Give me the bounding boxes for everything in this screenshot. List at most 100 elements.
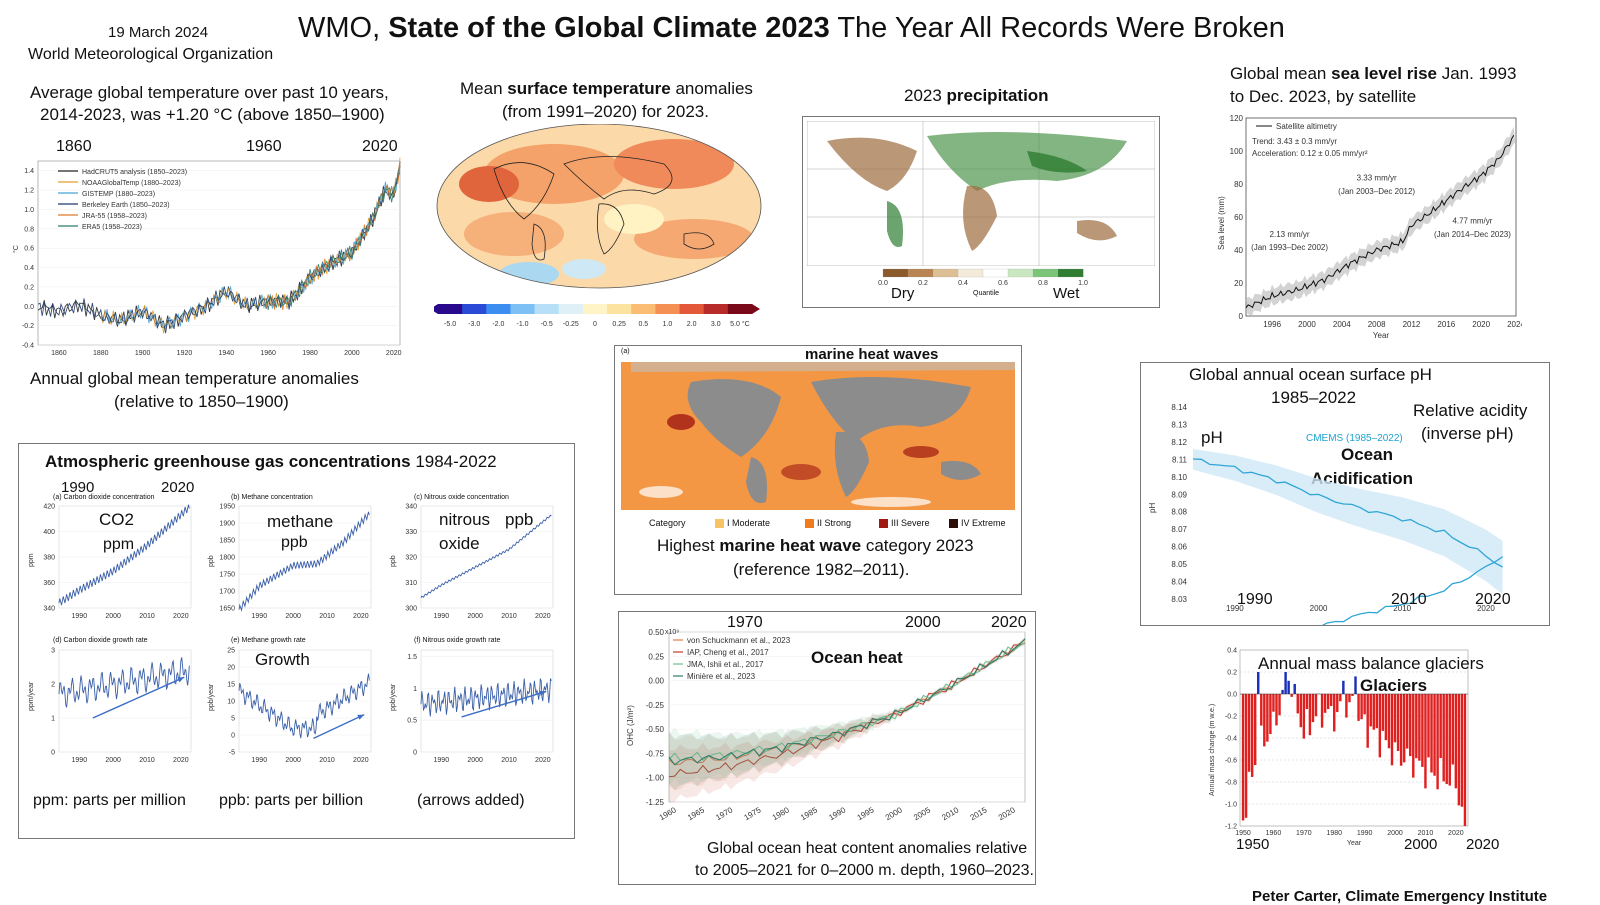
glacier-y-label: Annual mass change (m w.e.)	[1209, 704, 1216, 796]
ghg-x-tick: 2010	[319, 613, 335, 620]
glacier-bar	[1333, 694, 1335, 731]
colorbar-cell	[438, 304, 462, 314]
ghg-x-tick: 2020	[535, 757, 551, 764]
colorbar-cell	[655, 304, 679, 314]
glacier-x-tick: 1990	[1357, 830, 1373, 837]
colorbar-cell	[535, 304, 559, 314]
sea-x-tick: 2012	[1403, 320, 1421, 329]
footnote-ppb: ppb: parts per billion	[219, 792, 363, 810]
marine-title: marine heat waves	[805, 346, 938, 363]
ghg-x-tick: 2000	[105, 613, 121, 620]
ghg-y-tick: 400	[43, 529, 55, 536]
colorbar-tick: 0.25	[612, 321, 626, 328]
glacier-y-tick: 0.4	[1227, 648, 1237, 655]
ohc-legend-label: Minière et al., 2023	[687, 672, 756, 681]
marine-caption-1: Highest marine heat wave category 2023	[657, 536, 974, 556]
organization-name: World Meteorological Organization	[28, 46, 273, 64]
colorbar-cell	[510, 304, 534, 314]
colorbar-tick: -1.0	[517, 321, 529, 328]
ph-y-tick: 8.14	[1171, 403, 1187, 412]
glacier-bar	[1394, 694, 1396, 742]
temp-year-1960: 1960	[246, 138, 282, 156]
colorbar-cell	[583, 304, 607, 314]
sea-legend-label: Satellite altimetry	[1276, 122, 1337, 131]
glacier-bar	[1324, 694, 1326, 713]
glacier-bar	[1461, 694, 1463, 807]
ph-x-tick: 2000	[1310, 604, 1328, 613]
glacier-bar	[1427, 694, 1429, 757]
colorbar-tick: 0	[593, 321, 597, 328]
ohc-y-tick: 0.50	[648, 628, 664, 637]
colorbar-cell	[607, 304, 631, 314]
glacier-x-tick: 1970	[1296, 830, 1312, 837]
glacier-bar	[1436, 694, 1438, 789]
marine-heatwave-panel: (a) marine heat waves Category I Moderat…	[614, 345, 1022, 595]
marine-cap-post: category 2023	[861, 536, 973, 555]
temp-year-1860: 1860	[56, 138, 92, 156]
sea-rate-2: 3.33 mm/yr	[1357, 174, 1397, 183]
glacier-bar	[1297, 694, 1299, 713]
temp-legend-label: JRA-55 (1958–2023)	[82, 213, 147, 220]
ghg-y-tick: 1700	[219, 589, 235, 596]
ph-y-label: pH	[1148, 503, 1157, 513]
growth-label: Growth	[255, 650, 310, 670]
ghg-y-label: ppb	[208, 555, 215, 567]
marine-panel-tag: (a)	[621, 348, 630, 355]
oxide-label: oxide	[439, 534, 480, 554]
ghg-y-tick: 1650	[219, 606, 235, 613]
ph-y-tick: 8.07	[1171, 525, 1187, 534]
temp-caption-2: 2014-2023, was +1.20 °C (above 1850–1900…	[40, 105, 385, 125]
glacier-bar	[1290, 694, 1292, 697]
ghg-y-label: ppm	[28, 553, 35, 567]
glacier-bar	[1294, 684, 1296, 694]
temp-x-tick: 1920	[177, 350, 193, 357]
ohc-title: Ocean heat	[811, 648, 903, 668]
sub-e-label: (e) Methane growth rate	[231, 637, 306, 644]
ghg-y-tick: 3	[51, 648, 55, 655]
ph-y-tick: 8.03	[1171, 595, 1187, 604]
precip-colorbar-tick: 0.0	[878, 280, 888, 287]
ghg-y-tick: 0	[231, 733, 235, 740]
ghg-y-tick: 20	[227, 665, 235, 672]
temp-x-tick: 1960	[260, 350, 276, 357]
marine-cap-bold: marine heat wave	[719, 536, 861, 555]
temp-below-2: (relative to 1850–1900)	[114, 392, 289, 412]
ph-year-1990: 1990	[1237, 591, 1273, 609]
sea-y-tick: 0	[1239, 312, 1244, 321]
ph-y-tick: 8.08	[1171, 508, 1187, 517]
ghg-title-bold: Atmospheric greenhouse gas concentration…	[45, 452, 411, 471]
ph-year-2010: 2010	[1391, 591, 1427, 609]
cat-moderate-swatch	[715, 519, 724, 528]
colorbar-right-arrow	[752, 304, 760, 314]
ghg-x-tick: 2020	[535, 613, 551, 620]
ghg-y-tick: 25	[227, 648, 235, 655]
ghg-y-tick: 10	[227, 699, 235, 706]
ohc-x-tick: 1975	[743, 805, 763, 822]
glacier-bar	[1391, 694, 1393, 765]
ghg-y-tick: 2	[51, 682, 55, 689]
glacier-bar	[1303, 694, 1305, 739]
cat-strong-swatch	[805, 519, 814, 528]
ohc-x-tick: 1965	[686, 805, 706, 822]
temp-y-label: °C	[12, 245, 20, 253]
colorbar-tick: 2.0	[687, 321, 697, 328]
ghg-y-label: ppb	[390, 555, 397, 567]
cat-moderate-label: I Moderate	[727, 518, 770, 528]
ghg-y-tick: 420	[43, 504, 55, 511]
glacier-bar	[1327, 694, 1329, 709]
temp-x-tick: 1940	[219, 350, 235, 357]
temp-y-tick: 0.0	[24, 304, 34, 311]
temp-legend-label: ERA5 (1958–2023)	[82, 224, 142, 231]
marine-caption-2: (reference 1982–2011).	[733, 560, 909, 580]
colorbar-cell	[728, 304, 752, 314]
glacier-bar	[1376, 694, 1378, 728]
glacier-bar	[1455, 694, 1457, 788]
sea-x-label: Year	[1373, 331, 1390, 340]
glacier-bar	[1342, 681, 1344, 694]
sea-x-tick: 2008	[1368, 320, 1386, 329]
colorbar-cell	[462, 304, 486, 314]
sealevel-title-bold: sea level rise	[1331, 64, 1437, 83]
